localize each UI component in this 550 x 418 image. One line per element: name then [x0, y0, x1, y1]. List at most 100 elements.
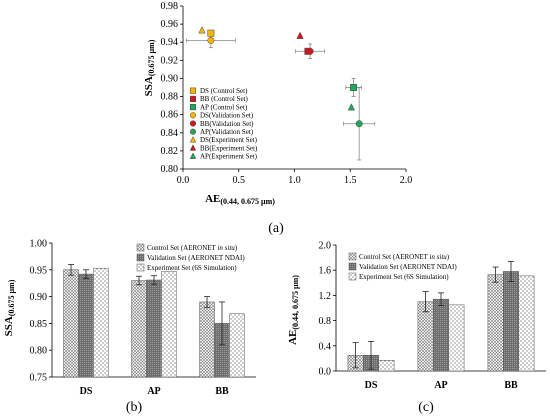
panel-b-y-tick-label: 0.75 [30, 373, 48, 384]
panel-b-legend-label: Experiment Set (6S Simulation) [147, 264, 237, 272]
panel-b-y-tick-label: 0.80 [30, 346, 48, 357]
panel-a-legend-label: AP (Control Set) [200, 103, 248, 111]
panel-a-point [306, 47, 314, 55]
panel-a-y-tick-label: 0.88 [161, 92, 179, 103]
panel-a-legend-marker [189, 152, 197, 159]
panel-a-point [355, 120, 363, 128]
panel-b-y-tick-label: 0.95 [30, 265, 48, 276]
panel-b-bar [93, 267, 109, 378]
panel-a-legend-label: BB (Control Set) [200, 95, 249, 103]
panel-a-ylabel: SSA(0.675 μm) [143, 39, 156, 96]
panel-c-bar [503, 271, 519, 372]
panel-c-y-tick-label: 0.0 [319, 367, 332, 378]
panel-c-bar [448, 304, 465, 372]
panel-b-bar-chart: 0.75 0.80 0.85 0.90 0.95 1.00 DS AP BB Control S… [3, 239, 256, 415]
panel-c-legend-swatch [348, 252, 357, 261]
panel-b-x-tick-label: BB [215, 386, 229, 397]
panel-a-x-tick-label: 0.0 [177, 175, 190, 186]
panel-a-y-tick-label: 0.90 [161, 73, 179, 84]
panel-c-marks [347, 260, 535, 372]
panel-a-scatter: 0.0 0.5 1.0 1.5 2.0 0.80 0.82 0.84 0.86 0.88 0.90 0… [143, 1, 412, 236]
panel-a-legend-label: BB(Validation Set) [200, 120, 254, 128]
panel-b-legend: Control Set (AERONET in situ) Validation … [136, 243, 245, 272]
panel-b-bar [146, 279, 162, 378]
panel-b-y-tick-label: 0.85 [30, 319, 48, 330]
panel-a-point [347, 103, 355, 111]
panel-c-bar-chart: 0.0 0.4 0.8 1.2 1.6 2.0 DS AP BB Control Set (AE… [287, 241, 546, 415]
panel-a-legend: DS (Control Set)BB (Control Set)AP (Cont… [189, 87, 258, 161]
panel-b-legend-swatch [136, 243, 145, 252]
panel-a-legend-marker [189, 104, 197, 111]
caption-b: (b) [126, 400, 143, 415]
panel-a-x-tick-label: 0.5 [233, 175, 246, 186]
panel-c-legend-swatch [348, 262, 357, 271]
panel-a-y-tick-label: 0.92 [161, 55, 179, 66]
panel-a-legend-marker [189, 112, 197, 119]
panel-a-legend-label: DS (Control Set) [200, 87, 248, 95]
panel-b-legend-swatch [136, 263, 145, 272]
panel-b-ylabel: SSA(0.675 μm) [3, 279, 16, 336]
panel-b-y-tick-label: 0.90 [30, 292, 48, 303]
panel-a-y-tick-label: 0.82 [161, 146, 179, 157]
panel-b-legend-label: Validation Set (AERONET NDAI) [147, 254, 245, 262]
panel-c-bar [487, 274, 504, 372]
panel-a-point [350, 84, 358, 91]
panel-a-legend-marker [189, 144, 197, 151]
panel-a-y-tick-label: 0.98 [161, 1, 179, 12]
panel-b-bar [78, 273, 94, 378]
panel-a-legend-marker [189, 87, 197, 94]
panel-b-bar [199, 301, 215, 378]
panel-c-ylabel: AE(0.44, 0.675 μm) [287, 275, 300, 345]
panel-c-legend-label: Control Set (AERONET in situ) [359, 253, 450, 261]
panel-c-legend-swatch [348, 272, 357, 281]
panel-a-x-tick-label: 1.0 [288, 175, 301, 186]
panel-c-legend: Control Set (AERONET in situ) Validation … [348, 252, 457, 281]
panel-c-y-tick-label: 0.4 [319, 341, 332, 352]
panel-a-marks [185, 26, 376, 161]
panel-c-y-tick-label: 1.2 [319, 291, 332, 302]
caption-c: (c) [418, 400, 434, 415]
panel-c-legend-label: Validation Set (AERONET NDAI) [359, 263, 457, 271]
panel-b-bar [131, 280, 147, 378]
panel-a-legend-marker [189, 136, 197, 143]
panel-c-y-tick-label: 1.6 [319, 266, 332, 277]
panel-c-y-tick-label: 2.0 [319, 241, 332, 252]
panel-a-y-tick-label: 0.96 [161, 19, 179, 30]
panel-a-y-tick-label: 0.84 [161, 128, 179, 139]
panel-a-point [296, 31, 304, 39]
panel-a-point [207, 36, 215, 44]
panel-a-legend-label: AP(Experiment Set) [200, 153, 258, 161]
panel-b-legend-swatch [136, 253, 145, 262]
caption-a: (a) [268, 221, 284, 236]
panel-a-x-tick-label: 2.0 [400, 175, 413, 186]
panel-b-x-tick-label: DS [80, 386, 93, 397]
panel-a-point [198, 26, 206, 34]
panel-a-legend-marker [189, 120, 197, 127]
panel-a-x-tick-label: 1.5 [344, 175, 357, 186]
panel-a-legend-label: DS(Experiment Set) [200, 136, 258, 144]
panel-c-bar [378, 360, 395, 372]
panel-c-x-tick-label: DS [365, 380, 378, 391]
panel-c-bar [433, 298, 449, 372]
panel-b-bar [161, 271, 177, 378]
panel-c-bar [518, 275, 535, 372]
panel-a-y-tick-label: 0.80 [161, 164, 179, 175]
panel-a-point [207, 29, 215, 37]
panel-c-y-tick-label: 0.8 [319, 316, 332, 327]
panel-a-legend-label: DS(Validation Set) [200, 112, 254, 120]
panel-a-legend-marker [189, 95, 197, 102]
panel-b-y-tick-label: 1.00 [30, 239, 48, 250]
panel-b-bar [63, 269, 79, 378]
panel-b-legend-label: Control Set (AERONET in situ) [147, 244, 238, 252]
panel-a-axes: 0.0 0.5 1.0 1.5 2.0 0.80 0.82 0.84 0.86 0.88 0.90 0… [161, 1, 413, 186]
panel-c-legend-label: Experiment Set (6S Simulation) [359, 273, 449, 281]
panel-a-legend-marker [189, 128, 197, 135]
panel-c-x-tick-label: AP [434, 380, 447, 391]
panel-b-bar [229, 313, 245, 378]
panel-a-y-tick-label: 0.94 [161, 37, 179, 48]
panel-c-x-tick-label: BB [504, 380, 518, 391]
panel-b-x-tick-label: AP [147, 386, 160, 397]
panel-a-legend-label: AP(Validation Set) [200, 128, 254, 136]
panel-a-legend-label: BB(Experiment Set) [200, 144, 258, 152]
